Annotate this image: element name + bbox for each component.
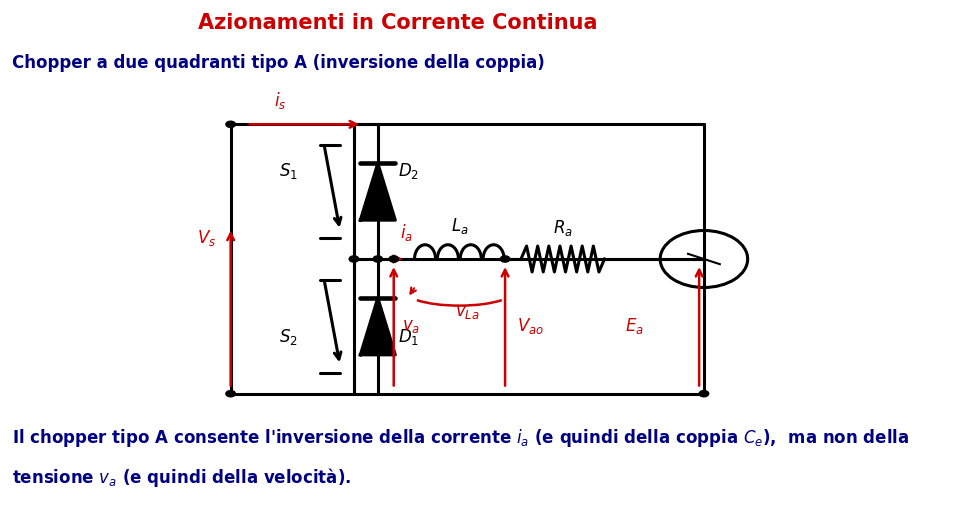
Circle shape <box>699 391 708 397</box>
Text: $v_{La}$: $v_{La}$ <box>455 303 480 321</box>
Text: $V_{ao}$: $V_{ao}$ <box>517 316 544 336</box>
Text: $S_1$: $S_1$ <box>279 161 299 181</box>
Circle shape <box>389 256 398 262</box>
Text: $V_s$: $V_s$ <box>197 228 216 248</box>
Text: $i_s$: $i_s$ <box>275 90 287 111</box>
Text: $i_a$: $i_a$ <box>400 222 413 243</box>
Text: $E_a$: $E_a$ <box>625 316 644 336</box>
Circle shape <box>349 256 359 262</box>
Circle shape <box>373 256 383 262</box>
Circle shape <box>500 256 510 262</box>
Text: $D_2$: $D_2$ <box>397 161 419 181</box>
Text: tensione $v_a$ (e quindi della velocità).: tensione $v_a$ (e quindi della velocità)… <box>12 466 351 489</box>
Text: $R_a$: $R_a$ <box>553 218 573 238</box>
Text: Il chopper tipo A consente l'inversione della corrente $i_a$ (e quindi della cop: Il chopper tipo A consente l'inversione … <box>12 427 909 449</box>
Polygon shape <box>360 298 396 355</box>
Circle shape <box>226 121 235 127</box>
Polygon shape <box>360 163 396 220</box>
Text: Azionamenti in Corrente Continua: Azionamenti in Corrente Continua <box>198 13 597 33</box>
Text: $S_2$: $S_2$ <box>279 327 299 347</box>
Circle shape <box>226 391 235 397</box>
Text: Chopper a due quadranti tipo A (inversione della coppia): Chopper a due quadranti tipo A (inversio… <box>12 54 544 73</box>
Text: $L_a$: $L_a$ <box>450 215 468 236</box>
Text: $v_a$: $v_a$ <box>401 318 420 335</box>
Text: $D_1$: $D_1$ <box>397 327 419 347</box>
